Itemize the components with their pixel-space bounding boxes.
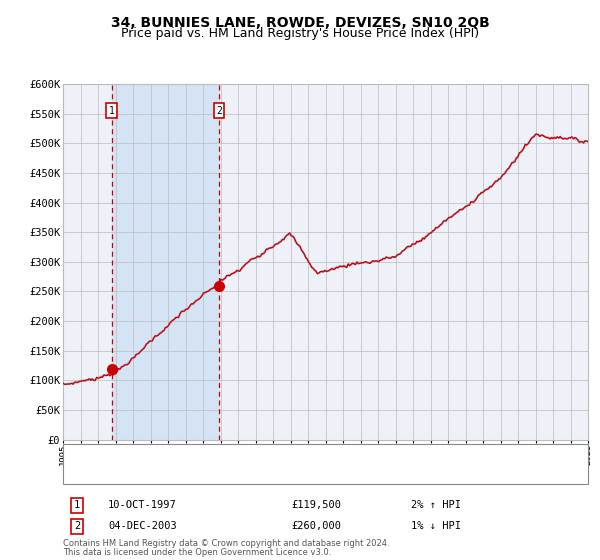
Text: £119,500: £119,500: [291, 500, 341, 510]
Text: 34, BUNNIES LANE, ROWDE, DEVIZES, SN10 2QB: 34, BUNNIES LANE, ROWDE, DEVIZES, SN10 2…: [110, 16, 490, 30]
Text: ─────: ─────: [70, 468, 104, 478]
Text: 2: 2: [74, 521, 80, 531]
Text: £260,000: £260,000: [291, 521, 341, 531]
Text: 2% ↑ HPI: 2% ↑ HPI: [411, 500, 461, 510]
Text: 1: 1: [74, 500, 80, 510]
Text: This data is licensed under the Open Government Licence v3.0.: This data is licensed under the Open Gov…: [63, 548, 331, 557]
Text: HPI: Average price, detached house, Wiltshire: HPI: Average price, detached house, Wilt…: [106, 468, 330, 478]
Text: 10-OCT-1997: 10-OCT-1997: [108, 500, 177, 510]
Text: 1: 1: [109, 106, 115, 116]
Text: 1% ↓ HPI: 1% ↓ HPI: [411, 521, 461, 531]
Bar: [112, 84, 219, 440]
Text: 04-DEC-2003: 04-DEC-2003: [108, 521, 177, 531]
Text: 2: 2: [216, 106, 222, 116]
Text: Price paid vs. HM Land Registry's House Price Index (HPI): Price paid vs. HM Land Registry's House …: [121, 27, 479, 40]
Text: ─────: ─────: [70, 450, 104, 460]
Text: Contains HM Land Registry data © Crown copyright and database right 2024.: Contains HM Land Registry data © Crown c…: [63, 539, 389, 548]
Text: 34, BUNNIES LANE, ROWDE, DEVIZES, SN10 2QB (detached house): 34, BUNNIES LANE, ROWDE, DEVIZES, SN10 2…: [106, 450, 435, 460]
